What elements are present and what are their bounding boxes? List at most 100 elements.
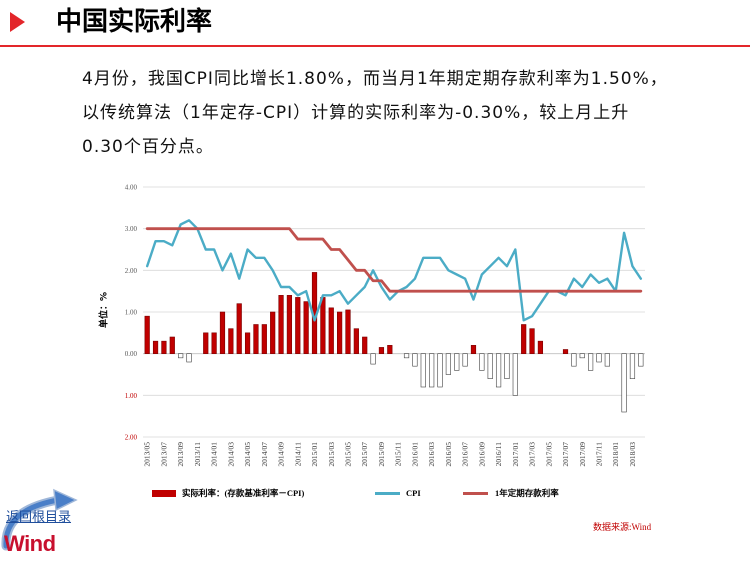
- x-tick-label: 2017/01: [511, 442, 520, 467]
- x-tick-label: 2014/05: [243, 442, 252, 467]
- summary-text: 4月份，我国CPI同比增长1.80%，而当月1年期定期存款利率为1.50%， 以…: [82, 62, 732, 164]
- real-rate-bar-2013-07: [161, 340, 167, 354]
- real-rate-bar-2017-08: [571, 353, 577, 367]
- summary-line: 以传统算法（1年定存-CPI）计算的实际利率为-0.30%，较上月上升: [82, 103, 630, 123]
- real-rate-bar-2014-08: [270, 311, 276, 354]
- x-tick-label: 2015/07: [360, 442, 369, 467]
- y-tick-label: 4.00: [125, 184, 138, 192]
- x-tick-label: 2013/11: [193, 442, 202, 467]
- real-rate-bar-2014-02: [219, 311, 226, 354]
- real-rate-bar-2014-12: [303, 301, 309, 354]
- title-marker-icon: [10, 12, 25, 32]
- legend-swatch-deposit-rate: [463, 492, 488, 495]
- x-tick-label: 2017/07: [561, 442, 570, 467]
- y-tick-label: 1.00: [125, 309, 138, 317]
- x-tick-label: 2018/01: [611, 442, 620, 467]
- x-tick-label: 2016/11: [494, 442, 503, 467]
- x-tick-label: 2017/05: [544, 442, 553, 467]
- x-tick-label: 2014/09: [277, 442, 286, 467]
- x-tick-label: 2013/07: [159, 442, 168, 467]
- x-tick-label: 2015/03: [327, 442, 336, 467]
- real-rate-bar-2014-05: [244, 332, 251, 354]
- real-rate-bar-2016-05: [445, 353, 451, 375]
- page-title: 中国实际利率: [56, 7, 213, 37]
- real-rate-bar-2017-11: [596, 353, 602, 363]
- real-rate-bar-2015-06: [353, 328, 359, 354]
- real-rate-bar-2016-11: [495, 353, 502, 388]
- legend-label-real-rate: 实际利率：(存款基准利率－CPI): [182, 488, 305, 498]
- y-tick-label: 0.00: [125, 350, 138, 358]
- y-tick-label: 2.00: [125, 434, 138, 442]
- real-rate-bar-2015-04: [337, 311, 343, 354]
- real-rate-bar-2015-05: [345, 309, 351, 354]
- x-tick-label: 2015/09: [377, 442, 386, 467]
- back-link-label[interactable]: 返回根目录: [6, 510, 72, 525]
- y-tick-label: 3.00: [125, 225, 138, 233]
- real-rate-bar-2018-03: [629, 353, 636, 379]
- real-rate-bar-2015-09: [378, 347, 385, 354]
- real-rate-bar-2016-02: [420, 353, 426, 388]
- real-rate-bar-2015-10: [387, 345, 393, 354]
- real-rate-bar-2016-01: [412, 353, 418, 367]
- real-rate-bar-2014-10: [286, 295, 293, 354]
- real-rate-bar-2014-07: [261, 324, 267, 354]
- x-tick-label: 2013/09: [176, 442, 185, 467]
- x-tick-label: 2016/01: [410, 442, 419, 467]
- real-rate-chart: 4.00 3.00 2.00 1.00 0.00 1.00 2.00 2013/05 2013/…: [125, 184, 645, 467]
- y-tick-label: 1.00: [125, 392, 138, 400]
- real-rate-bar-2014-09: [278, 295, 284, 354]
- real-rate-bar-2017-07: [562, 349, 569, 354]
- real-rate-bar-2015-03: [328, 307, 334, 354]
- legend-swatch-cpi: [375, 492, 400, 495]
- real-rate-bar-2016-06: [454, 353, 460, 371]
- header-divider: [0, 45, 750, 47]
- real-rate-bar-2016-07: [462, 353, 468, 367]
- real-rate-bar-2015-12: [403, 353, 410, 359]
- real-rate-bar-2014-01: [211, 332, 217, 354]
- x-tick-label: 2016/09: [477, 442, 486, 467]
- real-rate-bar-2016-08: [470, 345, 477, 354]
- real-rate-bar-2013-06: [152, 340, 159, 354]
- real-rate-bar-2015-08: [370, 353, 376, 365]
- real-rate-bar-2013-12: [203, 332, 209, 354]
- x-tick-label: 2014/03: [226, 442, 235, 467]
- x-tick-label: 2016/03: [427, 442, 436, 467]
- back-to-root-link[interactable]: 返回根目录: [0, 488, 92, 558]
- real-rate-bar-2015-02: [320, 297, 326, 354]
- real-rate-bar-2016-09: [479, 353, 485, 371]
- real-rate-bar-2016-04: [437, 353, 443, 388]
- x-tick-label: 2016/05: [444, 442, 453, 467]
- summary-line: 4月份，我国CPI同比增长1.80%，而当月1年期定期存款利率为1.50%，: [82, 69, 668, 89]
- real-rate-bar-2018-02: [621, 353, 627, 413]
- real-rate-bar-2013-09: [178, 353, 184, 359]
- summary-line: 0.30个百分点。: [82, 137, 214, 157]
- x-tick-label: 2015/01: [310, 442, 319, 467]
- wind-logo: Wind: [4, 531, 56, 556]
- real-rate-bar-2017-12: [604, 353, 610, 367]
- real-rate-bar-2014-11: [295, 297, 301, 354]
- x-tick-label: 2013/05: [143, 442, 152, 467]
- real-rate-bar-2017-04: [537, 340, 544, 354]
- real-rate-bar-2016-10: [487, 353, 493, 379]
- x-tick-label: 2015/05: [343, 442, 352, 467]
- real-rate-bar-2013-10: [186, 353, 192, 363]
- x-tick-label: 2014/07: [260, 442, 269, 467]
- real-rate-bar-2018-04: [638, 353, 644, 367]
- real-rate-bar-2016-03: [429, 353, 435, 388]
- x-tick-label: 2014/11: [293, 442, 302, 467]
- legend-swatch-real-rate: [152, 490, 176, 497]
- real-rate-bar-2017-10: [588, 353, 594, 371]
- x-tick-label: 2017/03: [528, 442, 537, 467]
- real-rate-bar-2017-02: [521, 324, 527, 354]
- real-rate-bar-2017-09: [579, 353, 585, 359]
- back-arrow-icon[interactable]: [0, 488, 92, 558]
- real-rate-bar-2015-07: [362, 336, 368, 354]
- real-rate-bar-2014-04: [236, 303, 242, 354]
- legend-label-cpi: CPI: [406, 488, 421, 498]
- data-source-note: 数据来源:Wind: [593, 522, 652, 532]
- real-rate-bar-2017-01: [512, 353, 518, 396]
- x-tick-label: 2014/01: [210, 442, 219, 467]
- real-rate-bar-2017-03: [529, 328, 535, 354]
- x-tick-label: 2018/03: [628, 442, 637, 467]
- legend-label-deposit-rate: 1年定期存款利率: [495, 488, 559, 498]
